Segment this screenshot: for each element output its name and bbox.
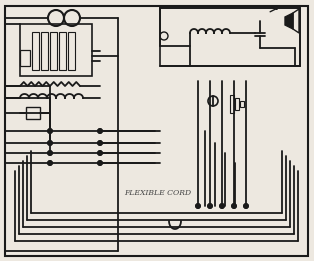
Bar [20,24,92,76]
Circle shape [48,141,52,145]
Bar [20,50,30,66]
Bar [240,101,244,107]
Circle shape [48,161,52,165]
Circle shape [196,204,200,208]
Circle shape [48,161,52,165]
Circle shape [232,204,236,208]
Bar [235,98,239,110]
Circle shape [196,204,200,208]
Bar [68,32,75,70]
Circle shape [98,161,102,165]
Circle shape [220,204,224,208]
Bar [41,32,48,70]
Circle shape [48,129,52,133]
Text: FLEXIBLE CORD: FLEXIBLE CORD [124,189,192,197]
Circle shape [48,141,52,145]
Circle shape [232,204,236,208]
Circle shape [98,129,102,133]
Bar [50,32,57,70]
Bar [59,32,66,70]
Circle shape [48,151,52,155]
Circle shape [208,204,212,208]
Circle shape [244,204,248,208]
Bar [160,8,300,66]
Circle shape [98,151,102,155]
Bar [230,95,234,113]
Circle shape [220,204,224,208]
Circle shape [208,204,212,208]
Polygon shape [285,13,293,29]
Circle shape [48,129,52,133]
Bar [26,107,40,119]
Circle shape [98,129,102,133]
Circle shape [98,141,102,145]
Circle shape [98,161,102,165]
Circle shape [48,151,52,155]
Circle shape [244,204,248,208]
Bar [32,32,39,70]
Circle shape [98,141,102,145]
Circle shape [98,151,102,155]
